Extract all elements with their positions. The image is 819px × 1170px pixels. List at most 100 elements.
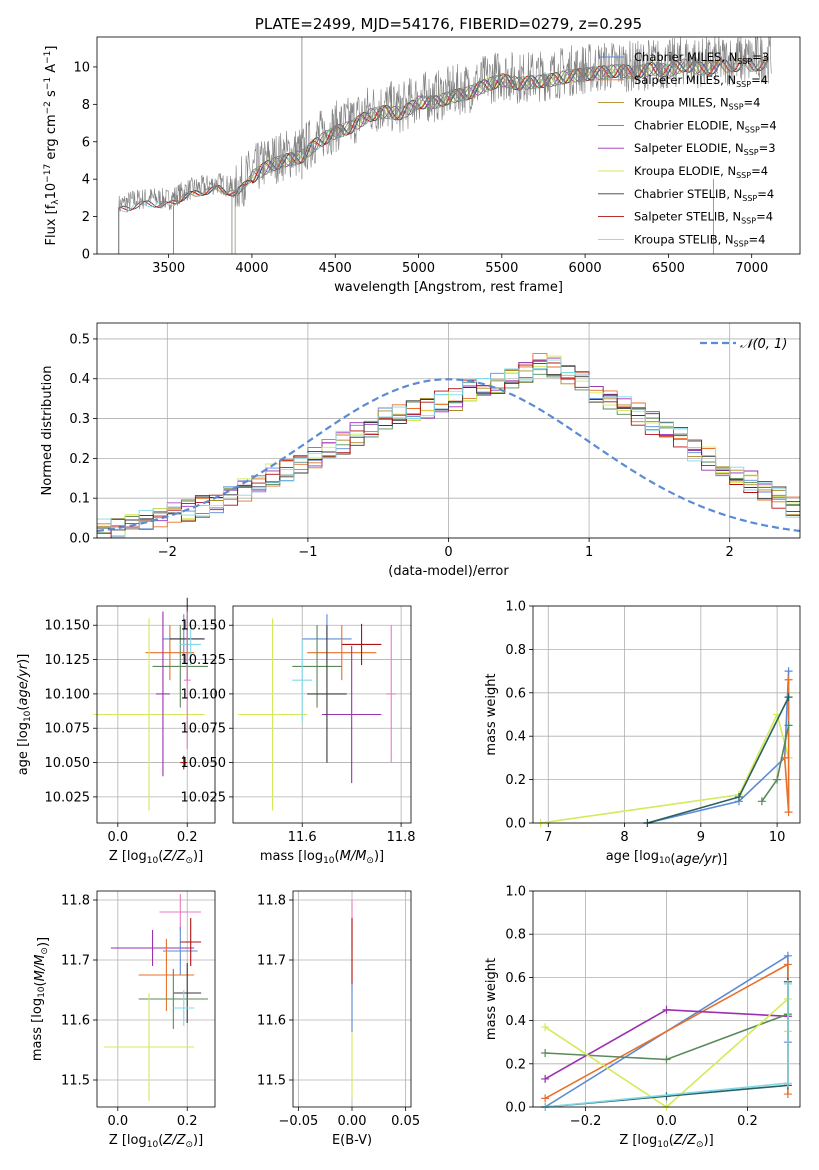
legend: Chabrier MILES, NSSP=3 Salpeter MILES, NS…	[598, 50, 777, 248]
y-tick-label: 0	[82, 248, 90, 263]
y-tick-label: 11.8	[257, 894, 286, 909]
y-tick-label: 10.050	[181, 756, 227, 771]
weight-marker	[662, 1055, 671, 1064]
weight-marker	[783, 1090, 792, 1099]
y-tick-label: 11.7	[257, 954, 286, 969]
legend-label: Salpeter STELIB, NSSP=4	[634, 210, 773, 226]
x-tick-label: 7000	[735, 261, 768, 276]
axes-frame	[96, 890, 216, 1108]
y-tick-label: 11.8	[61, 894, 90, 909]
x-tick-label: 6000	[569, 261, 602, 276]
x-tick-label: 2	[726, 545, 734, 560]
x-tick-label: 0.0	[656, 1114, 677, 1129]
x-tick-label: 4000	[235, 261, 268, 276]
y-tick-label: 6	[82, 135, 90, 150]
y-tick-label: 0.4	[505, 730, 526, 745]
weight-line-0	[540, 712, 790, 824]
y-axis-label: mass weight	[484, 673, 499, 755]
x-tick-label: 0.05	[391, 1114, 420, 1129]
y-tick-label: 0.3	[69, 412, 90, 427]
y-tick-label: 10.100	[45, 687, 91, 702]
y-tick-label: 1.0	[505, 600, 526, 615]
y-tick-label: 0.6	[505, 686, 526, 701]
x-tick-label: 11.8	[387, 830, 416, 845]
y-tick-label: 0.2	[505, 1057, 526, 1072]
legend-label: Kroupa STELIB, NSSP=4	[634, 232, 765, 248]
y-tick-label: 11.5	[61, 1074, 90, 1089]
x-tick-label: 0.0	[107, 830, 128, 845]
y-axis-label: mass [log10(M/M⊙)]	[30, 937, 51, 1061]
y-tick-label: 10.050	[45, 756, 91, 771]
y-tick-label: 10.025	[45, 790, 91, 805]
axes-frame	[232, 605, 412, 824]
y-tick-label: 11.6	[61, 1014, 90, 1029]
weight-marker	[784, 675, 793, 684]
weight-marker	[757, 797, 766, 806]
legend-label: Chabrier STELIB, NSSP=4	[634, 187, 774, 203]
x-tick-label: 5000	[402, 261, 435, 276]
y-axis-label: age [log10(age/yr)]	[16, 654, 33, 776]
weight-marker	[734, 792, 743, 801]
y-tick-label: 8	[82, 98, 90, 113]
x-tick-label: 0	[444, 545, 452, 560]
x-tick-label: 3500	[152, 261, 185, 276]
y-tick-label: 0.0	[505, 817, 526, 832]
x-tick-label: −2	[158, 545, 177, 560]
x-tick-label: −0.05	[278, 1114, 318, 1129]
weight-marker	[783, 951, 792, 960]
x-axis-label: age [log10(age/yr)]	[606, 849, 728, 867]
y-tick-label: 0.8	[505, 928, 526, 943]
x-tick-label: −0.2	[570, 1114, 602, 1129]
y-tick-label: 0.2	[505, 773, 526, 788]
x-tick-label: 0.00	[338, 1114, 367, 1129]
x-axis-label: Z [log10(Z/Z⊙)]	[109, 849, 203, 866]
weight-marker	[662, 1005, 671, 1014]
x-tick-label: 8	[620, 830, 628, 845]
weight-marker	[784, 667, 793, 676]
x-tick-label: 4500	[319, 261, 352, 276]
histogram-8	[97, 359, 800, 529]
y-tick-label: 0.8	[505, 643, 526, 658]
x-tick-label: 7	[544, 830, 552, 845]
x-tick-label: 0.2	[177, 830, 198, 845]
legend-label: Salpeter MILES, NSSP=4	[634, 73, 768, 89]
legend-label: Chabrier MILES, NSSP=3	[634, 50, 769, 66]
axes-frame	[96, 322, 801, 539]
spectrum-area	[118, 37, 772, 254]
legend-label: 𝒩(0, 1)	[740, 337, 787, 352]
x-tick-label: 10	[769, 830, 786, 845]
x-tick-label: 6500	[652, 261, 685, 276]
y-tick-label: 10.125	[45, 653, 91, 668]
axes-frame	[96, 605, 216, 824]
observed-spectrum	[118, 37, 772, 254]
y-tick-label: 10	[73, 60, 90, 75]
x-tick-label: 0.2	[177, 1114, 198, 1129]
y-tick-label: 11.6	[257, 1014, 286, 1029]
weight-marker	[541, 1049, 550, 1057]
y-tick-label: 0.4	[69, 372, 90, 387]
legend-label: Salpeter ELODIE, NSSP=3	[634, 141, 776, 157]
y-tick-label: 4	[82, 173, 90, 188]
weight-line-1	[647, 671, 790, 824]
y-tick-label: 0.5	[69, 332, 90, 347]
y-tick-label: 0.0	[69, 532, 90, 547]
y-tick-label: 0.6	[505, 971, 526, 986]
y-tick-label: 10.025	[181, 790, 227, 805]
x-axis-label: Z [log10(Z/Z⊙)]	[619, 1133, 713, 1150]
y-tick-label: 0.0	[505, 1101, 526, 1116]
axes-frame	[532, 605, 801, 824]
chart-panel-6: −0.05 0.00 0.05 11.5 11.6 11.7 11.8 E(B-V)	[257, 890, 420, 1148]
legend-label: Kroupa MILES, NSSP=4	[634, 96, 760, 112]
x-axis-label: Z [log10(Z/Z⊙)]	[109, 1133, 203, 1150]
y-tick-label: 11.7	[61, 954, 90, 969]
y-tick-label: 10.150	[45, 619, 91, 634]
y-tick-label: 2	[82, 210, 90, 225]
weight-marker	[783, 1079, 792, 1088]
chart-panel-4: 7 8 9 10 0.0 0.2 0.4 0.6 0.8 1.0 age [log10(age/yr…	[484, 600, 801, 867]
axes-frame	[532, 890, 801, 1108]
normal-curve	[97, 378, 800, 533]
chart-panel-0: 3500 4000 4500 5000 5500 6000 6500 7000 0 2 4 6 8 10 P…	[43, 15, 801, 295]
weight-marker	[541, 1074, 550, 1083]
axes-frame	[292, 890, 412, 1108]
y-tick-label: 0.1	[69, 492, 90, 507]
